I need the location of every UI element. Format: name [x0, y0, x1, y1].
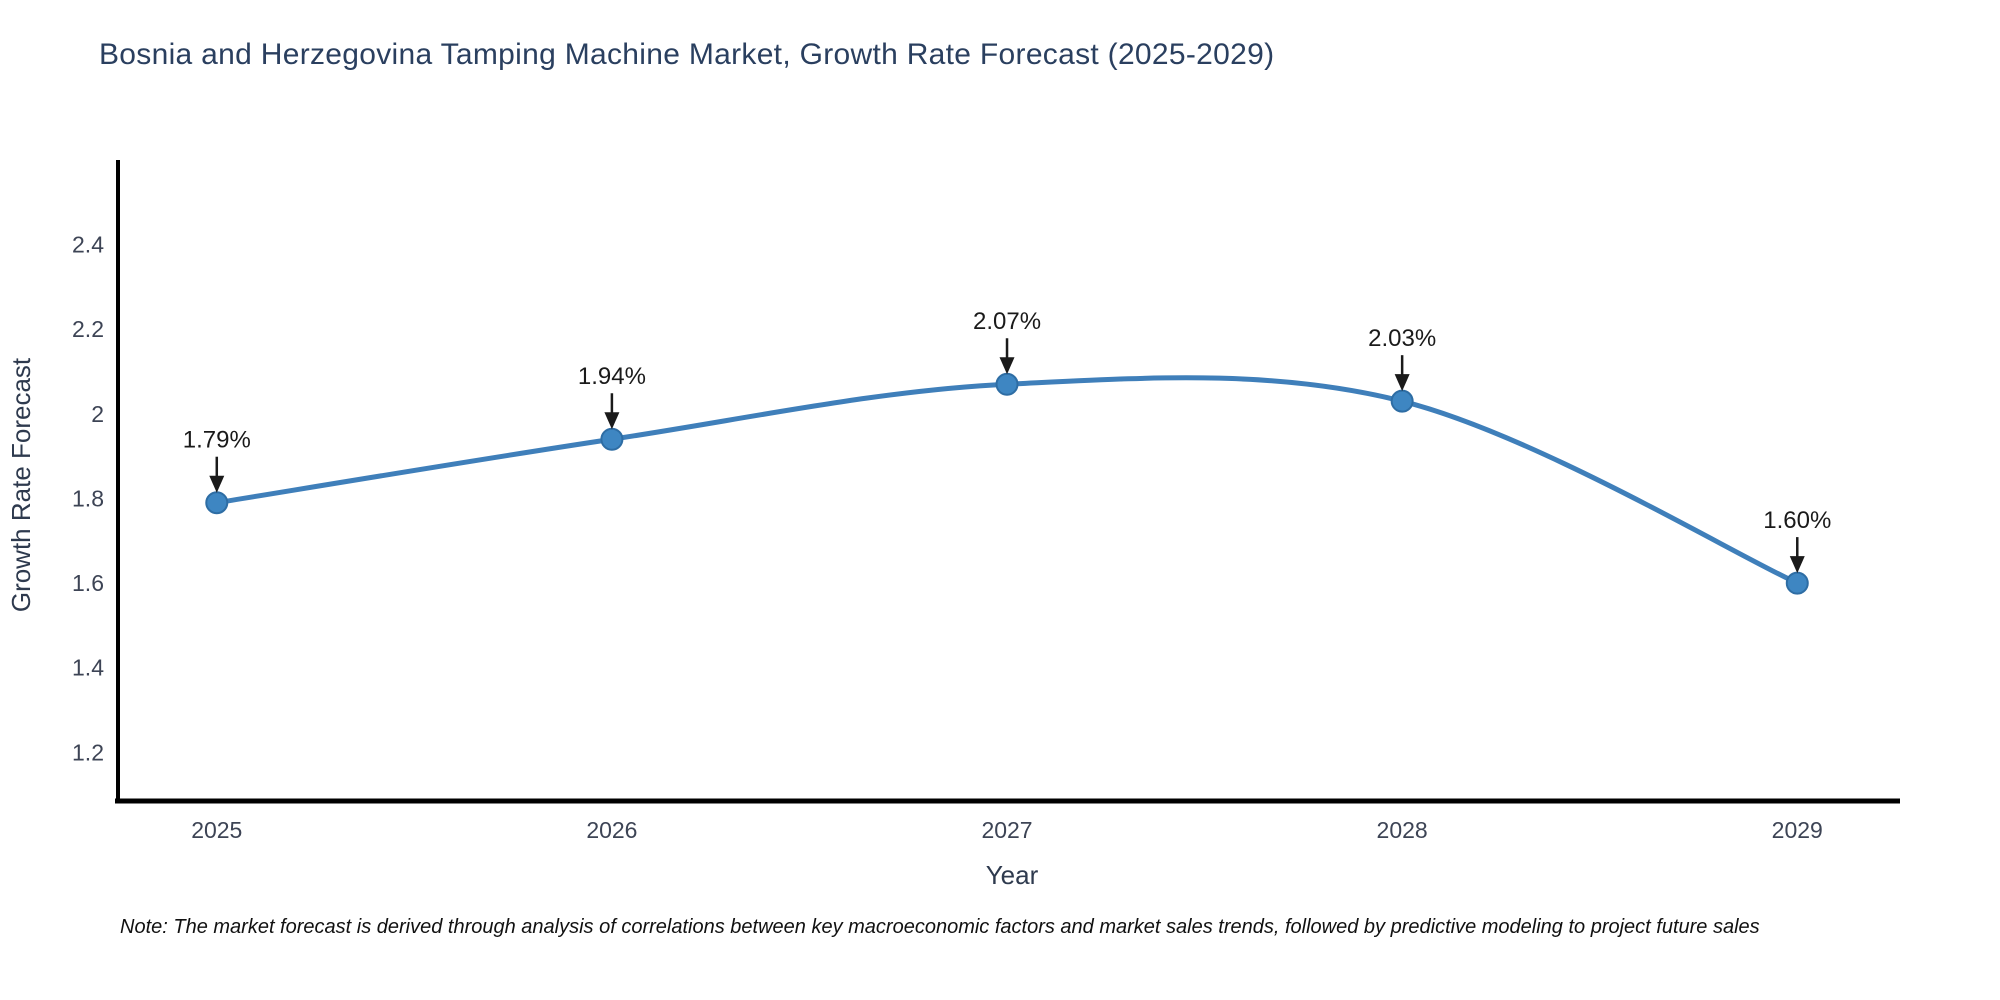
data-point-marker	[1390, 389, 1414, 413]
annotation-label: 2.03%	[1368, 325, 1436, 352]
chart-title: Bosnia and Herzegovina Tamping Machine M…	[99, 38, 1275, 71]
x-tick-label: 2028	[1377, 817, 1428, 843]
annotation-arrow-head	[209, 475, 225, 493]
annotation-label: 1.79%	[183, 427, 251, 454]
y-tick-label: 1.6	[72, 570, 104, 596]
annotation-label: 2.07%	[973, 308, 1041, 335]
y-tick-label: 2.4	[72, 232, 104, 258]
y-tick-label: 2	[91, 401, 104, 427]
annotation-label: 1.60%	[1763, 507, 1831, 534]
annotation-arrow-head	[1789, 556, 1805, 574]
x-tick-label: 2025	[191, 817, 242, 843]
x-axis-title: Year	[986, 860, 1039, 890]
data-point-marker	[600, 427, 624, 451]
trend-line	[214, 375, 1800, 586]
annotation-arrow-head	[1394, 374, 1410, 392]
annotation-label: 1.94%	[578, 363, 646, 390]
x-tick-label: 2027	[981, 817, 1032, 843]
data-point-marker	[1785, 571, 1809, 595]
data-point-marker	[205, 491, 229, 515]
y-axis-title: Growth Rate Forecast	[6, 357, 36, 612]
y-tick-label: 1.4	[72, 655, 104, 681]
annotation-arrow-head	[999, 357, 1015, 375]
y-tick-label: 1.2	[72, 739, 104, 765]
data-point-marker	[995, 372, 1019, 396]
footnote: Note: The market forecast is derived thr…	[120, 916, 1760, 938]
annotation-arrow-head	[604, 412, 620, 430]
x-tick-label: 2026	[586, 817, 637, 843]
y-tick-label: 1.8	[72, 485, 104, 511]
y-tick-label: 2.2	[72, 316, 104, 342]
x-tick-label: 2029	[1772, 817, 1823, 843]
